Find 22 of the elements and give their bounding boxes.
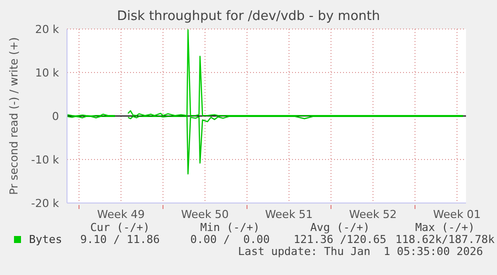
y-tick-label: 0 [52,110,59,123]
text: Min (-/+) [199,221,261,234]
y-axis-title: Pr second read (-) / write (+) [8,37,20,195]
text: Max (-/+) [414,221,476,234]
x-tick-label: Week 51 [265,208,313,221]
text: 118.62k/187.78k [394,233,496,246]
x-tick-label: Week 52 [349,208,397,221]
text: Last update: Thu Jan 1 05:35:00 2026 [238,245,483,258]
x-tick-label: Week 49 [97,208,145,221]
text: 0.00 / 0.00 [189,233,271,246]
chart-title: Disk throughput for /dev/vdb - by month [116,9,381,24]
text: 9.10 / 11.86 [80,233,160,246]
text: Cur (-/+) [89,221,151,234]
y-tick-label: -20 k [31,196,60,210]
text: 121.36 /120.65 [294,233,386,246]
y-tick-label: 20 k [35,22,60,36]
legend-label: Bytes [29,233,62,246]
y-tick-label: -10 k [31,153,60,166]
y-tick-label: 10 k [35,66,60,80]
text: Avg (-/+) [309,221,371,234]
x-tick-label: Week 01 [433,208,481,221]
x-tick-label: Week 50 [181,208,229,221]
